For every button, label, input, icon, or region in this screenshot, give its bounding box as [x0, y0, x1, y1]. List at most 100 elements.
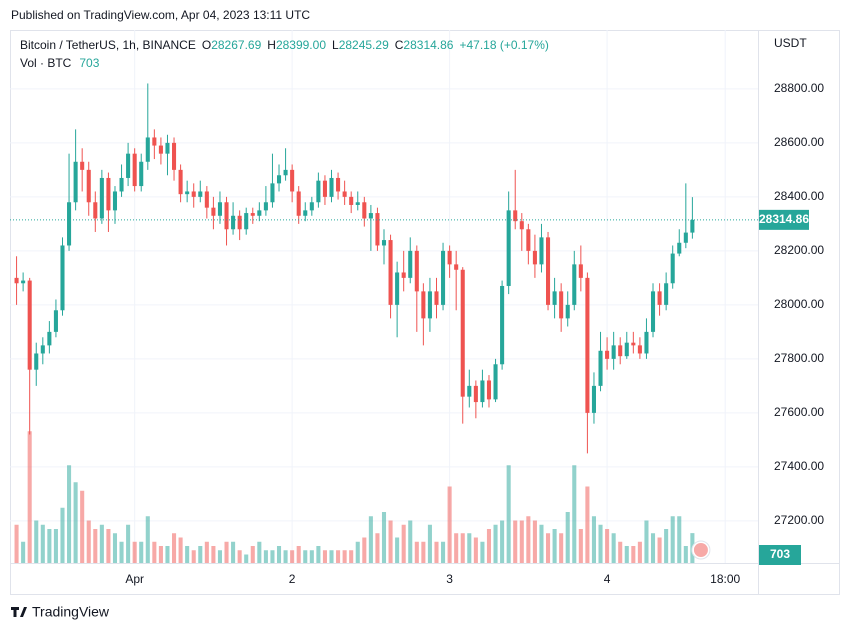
volume-bar — [349, 550, 354, 563]
candle-body — [224, 202, 229, 230]
candle-body — [460, 269, 465, 397]
volume-bar — [605, 529, 610, 563]
volume-bar — [355, 541, 360, 563]
candle-body — [342, 191, 347, 197]
volume-bar — [309, 550, 314, 563]
volume-bar — [126, 524, 131, 563]
candle-body — [637, 345, 642, 354]
candle-body — [611, 345, 616, 359]
candle-body — [552, 291, 557, 305]
volume-bar — [631, 546, 636, 563]
volume-bar — [93, 529, 98, 563]
candle-body — [631, 342, 636, 346]
candle-body — [204, 191, 209, 208]
candle-body — [401, 272, 406, 278]
l-label: L — [332, 38, 339, 52]
volume-bar — [185, 546, 190, 563]
candle-body — [500, 285, 505, 365]
candle-body — [454, 264, 459, 270]
x-tick-label: Apr — [125, 572, 144, 586]
price-label-box — [759, 209, 809, 230]
y-tick-label: 27200.00 — [774, 513, 824, 527]
candle-body — [644, 331, 649, 354]
volume-bar — [644, 520, 649, 563]
candle-body — [624, 342, 629, 357]
candle-body — [349, 196, 354, 205]
volume-bar — [546, 533, 551, 563]
volume-bar — [165, 546, 170, 563]
candle-body — [480, 380, 485, 403]
candle-body — [381, 240, 387, 246]
volume-label-box — [759, 545, 801, 565]
candle-body — [670, 253, 675, 284]
candle-body — [408, 250, 413, 278]
volume-bar — [34, 520, 39, 563]
candle-body — [14, 277, 19, 284]
candle-body — [362, 202, 367, 219]
candle-body — [559, 291, 564, 319]
volume-bar — [401, 524, 406, 563]
volume-bar — [67, 465, 72, 563]
volume-bar — [506, 465, 511, 563]
candle-body — [585, 277, 590, 413]
candle-body — [99, 177, 104, 219]
volume-bar — [40, 524, 45, 563]
candle-body — [493, 364, 498, 400]
volume-bar — [408, 520, 413, 563]
volume-bar — [47, 529, 52, 563]
candle-body — [329, 177, 334, 197]
volume-bar — [316, 546, 321, 563]
volume-bar — [152, 541, 157, 563]
candle-body — [677, 242, 682, 254]
o-value: 28267.69 — [211, 38, 261, 52]
y-tick-label: 28400.00 — [774, 189, 824, 203]
volume-bar — [60, 507, 65, 563]
volume-bar — [21, 541, 26, 563]
volume-bar — [618, 541, 623, 563]
volume-bar — [198, 546, 203, 563]
x-tick-label: 2 — [289, 572, 296, 586]
candle-body — [513, 210, 518, 222]
candle-body — [375, 213, 380, 246]
candle-body — [414, 250, 419, 292]
published-note: Published on TradingView.com, Apr 04, 20… — [11, 8, 310, 22]
candle-body — [145, 137, 150, 162]
plot — [10, 30, 758, 563]
volume-bar — [500, 520, 505, 563]
candle-body — [276, 175, 282, 184]
candle-body — [93, 202, 98, 219]
candle-body — [198, 191, 203, 197]
volume-bar — [250, 546, 255, 563]
volume-bar — [73, 482, 78, 563]
candle-body — [86, 169, 91, 203]
volume-bar — [336, 550, 341, 563]
volume-bar — [473, 537, 478, 563]
volume-bar — [231, 541, 236, 563]
event-flag-icon — [693, 543, 708, 557]
o-label: O — [202, 38, 211, 52]
candle-body — [309, 202, 314, 211]
candle-body — [290, 169, 295, 192]
volume-bar — [513, 520, 518, 563]
volume-bar — [217, 550, 222, 563]
volume-bar — [296, 546, 301, 563]
volume-bar — [106, 529, 111, 563]
x-tick-label: 18:00 — [710, 572, 740, 586]
volume-bar — [670, 516, 675, 563]
logo: TradingView — [11, 604, 110, 620]
candle-body — [539, 237, 544, 265]
candle-body — [53, 310, 58, 332]
volume-bar — [145, 516, 150, 563]
volume-bar — [342, 550, 347, 563]
candle-body — [185, 191, 190, 195]
candle-body — [355, 202, 360, 205]
candle-body — [217, 202, 222, 216]
candle-body — [34, 353, 39, 370]
c-value: 28314.86 — [403, 38, 453, 52]
candle-body — [60, 245, 65, 311]
volume-bar — [532, 520, 537, 563]
volume-bar — [454, 533, 459, 563]
candle-body — [519, 221, 524, 230]
candle-body — [591, 385, 596, 413]
